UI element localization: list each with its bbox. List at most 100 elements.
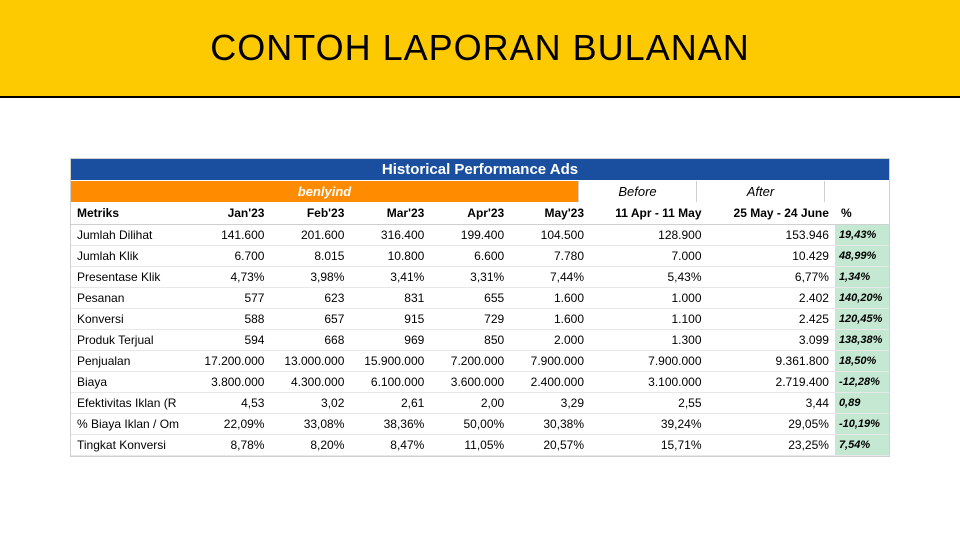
value-cell: 2,00 <box>430 393 510 414</box>
value-cell: 201.600 <box>270 225 350 246</box>
metric-cell: Produk Terjual <box>71 330 191 351</box>
pct-cell: 140,20% <box>835 288 889 309</box>
value-cell: 13.000.000 <box>270 351 350 372</box>
value-cell: 10.800 <box>350 246 430 267</box>
value-cell: 1.600 <box>510 309 590 330</box>
value-cell: 623 <box>270 288 350 309</box>
data-table: Metriks Jan'23 Feb'23 Mar'23 Apr'23 May'… <box>71 202 889 456</box>
col-after: 25 May - 24 June <box>708 202 835 225</box>
value-cell: 15.900.000 <box>350 351 430 372</box>
metric-cell: Konversi <box>71 309 191 330</box>
before-cell: 7.000 <box>590 246 708 267</box>
col-before: 11 Apr - 11 May <box>590 202 708 225</box>
value-cell: 20,57% <box>510 435 590 456</box>
after-cell: 9.361.800 <box>708 351 835 372</box>
page-title: CONTOH LAPORAN BULANAN <box>210 27 749 69</box>
col-apr: Apr'23 <box>430 202 510 225</box>
pct-cell: 120,45% <box>835 309 889 330</box>
value-cell: 8,78% <box>191 435 271 456</box>
value-cell: 2,61 <box>350 393 430 414</box>
value-cell: 588 <box>191 309 271 330</box>
value-cell: 11,05% <box>430 435 510 456</box>
after-cell: 2.402 <box>708 288 835 309</box>
value-cell: 3,31% <box>430 267 510 288</box>
table-row: Produk Terjual5946689698502.0001.3003.09… <box>71 330 889 351</box>
value-cell: 6.100.000 <box>350 372 430 393</box>
value-cell: 915 <box>350 309 430 330</box>
value-cell: 30,38% <box>510 414 590 435</box>
pct-cell: 1,34% <box>835 267 889 288</box>
value-cell: 22,09% <box>191 414 271 435</box>
metric-cell: Jumlah Dilihat <box>71 225 191 246</box>
before-label: Before <box>578 181 696 202</box>
value-cell: 729 <box>430 309 510 330</box>
after-cell: 6,77% <box>708 267 835 288</box>
col-mar: Mar'23 <box>350 202 430 225</box>
metric-cell: Efektivitas Iklan (R <box>71 393 191 414</box>
col-jan: Jan'23 <box>191 202 271 225</box>
header-bar: CONTOH LAPORAN BULANAN <box>0 0 960 98</box>
value-cell: 657 <box>270 309 350 330</box>
metric-cell: % Biaya Iklan / Om <box>71 414 191 435</box>
value-cell: 2.400.000 <box>510 372 590 393</box>
pct-cell: 0,89 <box>835 393 889 414</box>
after-cell: 2.425 <box>708 309 835 330</box>
pct-cell: 7,54% <box>835 435 889 456</box>
value-cell: 8.015 <box>270 246 350 267</box>
metric-cell: Tingkat Konversi <box>71 435 191 456</box>
before-cell: 1.000 <box>590 288 708 309</box>
before-cell: 1.300 <box>590 330 708 351</box>
table-row: % Biaya Iklan / Om22,09%33,08%38,36%50,0… <box>71 414 889 435</box>
pct-cell: -10,19% <box>835 414 889 435</box>
value-cell: 8,20% <box>270 435 350 456</box>
brand-label: benlyind <box>71 181 578 202</box>
before-cell: 3.100.000 <box>590 372 708 393</box>
before-cell: 5,43% <box>590 267 708 288</box>
table-row: Tingkat Konversi8,78%8,20%8,47%11,05%20,… <box>71 435 889 456</box>
value-cell: 33,08% <box>270 414 350 435</box>
before-cell: 1.100 <box>590 309 708 330</box>
metric-cell: Penjualan <box>71 351 191 372</box>
metric-cell: Biaya <box>71 372 191 393</box>
report-table: Historical Performance Ads benlyind Befo… <box>70 158 890 457</box>
value-cell: 141.600 <box>191 225 271 246</box>
table-row: Pesanan5776238316551.6001.0002.402140,20… <box>71 288 889 309</box>
table-row: Biaya3.800.0004.300.0006.100.0003.600.00… <box>71 372 889 393</box>
value-cell: 850 <box>430 330 510 351</box>
after-cell: 2.719.400 <box>708 372 835 393</box>
column-header-row: Metriks Jan'23 Feb'23 Mar'23 Apr'23 May'… <box>71 202 889 225</box>
value-cell: 4,53 <box>191 393 271 414</box>
value-cell: 38,36% <box>350 414 430 435</box>
before-cell: 39,24% <box>590 414 708 435</box>
table-row: Penjualan17.200.00013.000.00015.900.0007… <box>71 351 889 372</box>
value-cell: 17.200.000 <box>191 351 271 372</box>
metric-cell: Jumlah Klik <box>71 246 191 267</box>
value-cell: 3.600.000 <box>430 372 510 393</box>
content-area: Historical Performance Ads benlyind Befo… <box>0 98 960 457</box>
after-label: After <box>696 181 824 202</box>
value-cell: 4.300.000 <box>270 372 350 393</box>
after-cell: 29,05% <box>708 414 835 435</box>
before-cell: 128.900 <box>590 225 708 246</box>
metric-cell: Presentase Klik <box>71 267 191 288</box>
pct-cell: 48,99% <box>835 246 889 267</box>
value-cell: 6.600 <box>430 246 510 267</box>
value-cell: 3,98% <box>270 267 350 288</box>
value-cell: 969 <box>350 330 430 351</box>
after-cell: 23,25% <box>708 435 835 456</box>
before-cell: 15,71% <box>590 435 708 456</box>
pct-cell: 19,43% <box>835 225 889 246</box>
col-pct: % <box>835 202 889 225</box>
table-title: Historical Performance Ads <box>71 159 889 181</box>
sub-header-row: benlyind Before After <box>71 181 889 202</box>
value-cell: 7.200.000 <box>430 351 510 372</box>
value-cell: 668 <box>270 330 350 351</box>
after-cell: 3.099 <box>708 330 835 351</box>
table-row: Presentase Klik4,73%3,98%3,41%3,31%7,44%… <box>71 267 889 288</box>
after-cell: 153.946 <box>708 225 835 246</box>
value-cell: 3,29 <box>510 393 590 414</box>
value-cell: 594 <box>191 330 271 351</box>
value-cell: 50,00% <box>430 414 510 435</box>
value-cell: 3,02 <box>270 393 350 414</box>
pct-cell: -12,28% <box>835 372 889 393</box>
